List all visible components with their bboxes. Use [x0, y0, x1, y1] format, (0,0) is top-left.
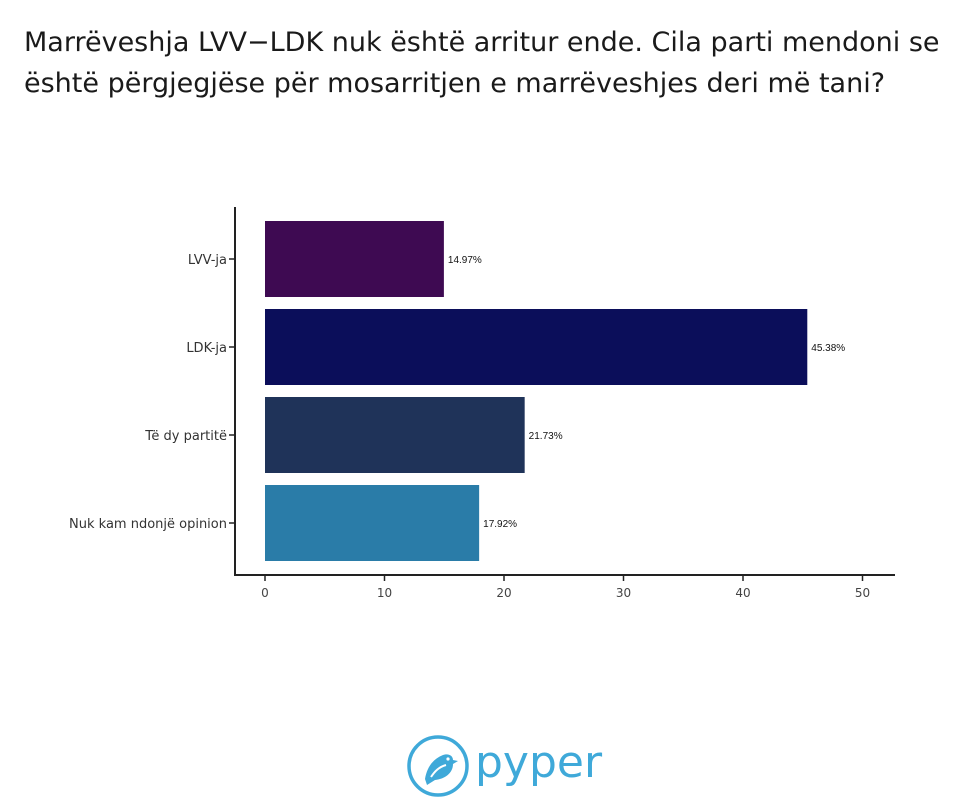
- x-tick-label: 20: [496, 586, 511, 600]
- category-label: Nuk kam ndonjë opinion: [69, 517, 227, 532]
- chart-title: Marrëveshja LVV−LDK nuk është arritur en…: [24, 27, 940, 99]
- category-label: Të dy partitë: [144, 429, 227, 444]
- pyper-logo: pyper: [405, 730, 602, 802]
- bar: [265, 397, 525, 473]
- bird-icon: [407, 735, 469, 797]
- x-tick-label: 50: [855, 586, 870, 600]
- value-label: 14.97%: [448, 255, 482, 266]
- value-label: 45.38%: [811, 343, 845, 354]
- bar: [265, 485, 480, 561]
- bar: [265, 309, 808, 385]
- x-tick-label: 0: [261, 586, 269, 600]
- value-label: 17.92%: [483, 519, 517, 530]
- value-label: 21.73%: [529, 431, 563, 442]
- x-tick-label: 10: [377, 586, 392, 600]
- category-label: LDK-ja: [186, 341, 227, 356]
- bar: [265, 221, 444, 297]
- x-tick-label: 30: [616, 586, 631, 600]
- x-tick-label: 40: [735, 586, 750, 600]
- category-label: LVV-ja: [188, 253, 227, 268]
- bar-chart: LVV-ja 14.97% LDK-ja 45.38% Të dy partitë 21.…: [69, 207, 895, 600]
- brand-name: pyper: [475, 737, 603, 788]
